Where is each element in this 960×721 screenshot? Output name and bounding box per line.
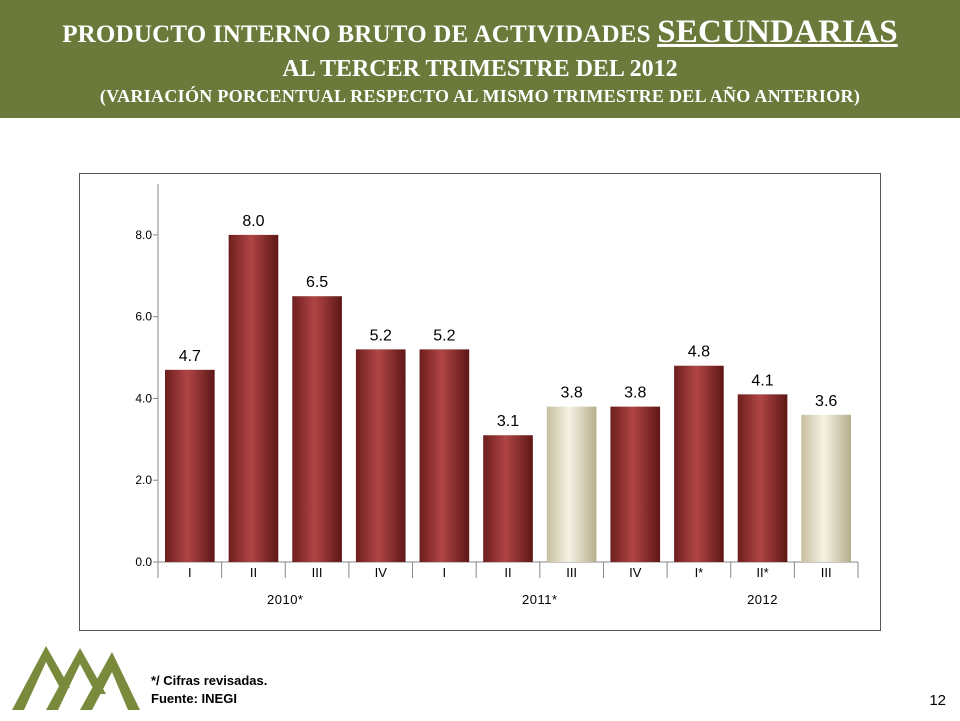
bar [737, 394, 788, 562]
bar [292, 296, 342, 562]
chart-frame: 0.0 2.0 4.0 6.0 8.0 4.7 I 8.0 II 6.5 III 5.2 IV 5.2 I 3… [79, 173, 881, 631]
x-group-label: 2010* [267, 592, 303, 607]
title-line-1: PRODUCTO INTERNO BRUTO DE ACTIVIDADES SE… [0, 14, 960, 51]
bar [355, 349, 406, 562]
footnotes: */ Cifras revisadas. Fuente: INEGI [151, 672, 267, 708]
y-tick-label: 6.0 [135, 310, 152, 324]
title-line-2: AL TERCER TRIMESTRE DEL 2012 [282, 56, 678, 82]
x-category-label: II* [756, 565, 768, 580]
x-category-label: I [443, 565, 447, 580]
x-category-label: I [188, 565, 192, 580]
bar [483, 435, 533, 562]
page-number: 12 [929, 692, 946, 709]
bar [610, 406, 661, 562]
bar-value-label: 3.8 [624, 385, 646, 402]
x-category-label: III [566, 565, 577, 580]
y-tick-label: 8.0 [135, 228, 152, 242]
bar [419, 349, 470, 562]
x-category-label: IV [629, 565, 642, 580]
x-group-label: 2011* [522, 592, 558, 607]
x-category-label: III [821, 565, 832, 580]
title-part-1: PRODUCTO INTERNO BRUTO DE ACTIVIDADES [62, 21, 658, 48]
x-group-label: 2012 [747, 592, 778, 607]
bar-value-label: 3.8 [561, 385, 583, 402]
bar [165, 369, 215, 562]
bar-value-label: 4.1 [751, 372, 773, 389]
bar [674, 365, 724, 562]
title-banner: PRODUCTO INTERNO BRUTO DE ACTIVIDADES SE… [0, 0, 960, 118]
x-category-label: I* [695, 565, 704, 580]
bar-value-label: 4.7 [179, 348, 201, 365]
bar-value-label: 5.2 [433, 327, 455, 344]
x-category-label: IV [375, 565, 388, 580]
title-highlight: SECUNDARIAS [657, 14, 898, 50]
bar [228, 234, 279, 562]
bar-value-label: 6.5 [306, 274, 328, 291]
bar-value-label: 3.1 [497, 413, 519, 430]
bar-chart: 0.0 2.0 4.0 6.0 8.0 4.7 I 8.0 II 6.5 III 5.2 IV 5.2 I 3… [135, 184, 859, 607]
revised-figures-note: */ Cifras revisadas. [151, 673, 268, 688]
y-tick-label: 0.0 [135, 555, 152, 569]
y-tick-label: 2.0 [135, 473, 152, 487]
title-line-3: (VARIACIÓN PORCENTUAL RESPECTO AL MISMO … [99, 86, 861, 106]
x-category-label: II [504, 565, 511, 580]
logo [8, 636, 144, 721]
bar-value-label: 3.6 [815, 393, 837, 410]
mountains-logo-icon [12, 646, 140, 710]
source-note: Fuente: INEGI [151, 691, 237, 706]
bar-value-label: 4.8 [688, 344, 710, 361]
bar-value-label: 8.0 [242, 213, 264, 230]
bar-value-label: 5.2 [370, 327, 392, 344]
bar [546, 406, 597, 562]
x-category-label: II [250, 565, 257, 580]
bar [801, 414, 851, 562]
y-tick-label: 4.0 [135, 391, 152, 405]
x-category-label: III [312, 565, 323, 580]
